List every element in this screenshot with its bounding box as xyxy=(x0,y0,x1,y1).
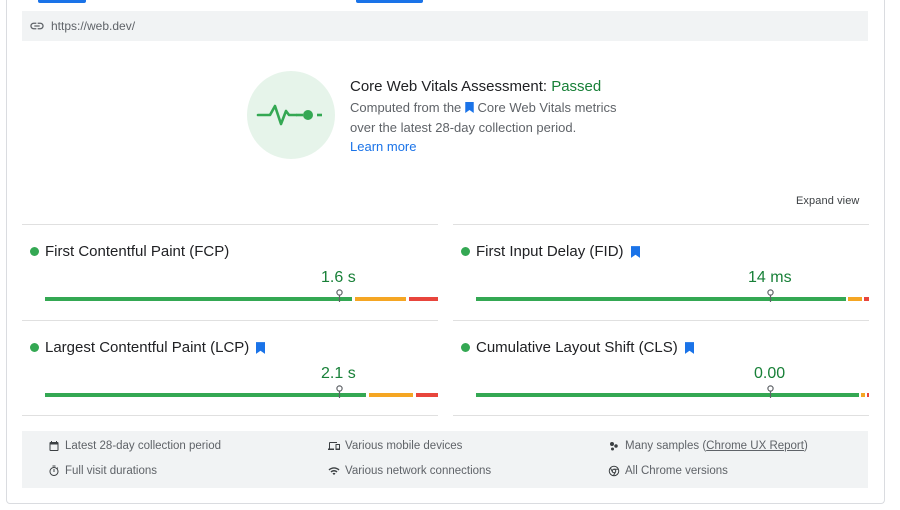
footer-devices: Various mobile devices xyxy=(328,440,462,452)
percentile-marker-icon xyxy=(336,289,343,302)
metric-distribution-bar xyxy=(476,289,869,302)
poor-segment xyxy=(864,297,869,301)
metric-value: 14 ms xyxy=(748,269,792,286)
good-status-dot xyxy=(30,343,39,352)
active-tab-indicator[interactable] xyxy=(38,0,86,3)
footer-period: Latest 28-day collection period xyxy=(48,440,221,452)
metric-value: 0.00 xyxy=(754,365,786,382)
metric-cls[interactable]: Cumulative Layout Shift (CLS) 0.00 xyxy=(453,320,869,416)
metric-name: First Contentful Paint (FCP) xyxy=(45,243,230,260)
footer-devices-label: Various mobile devices xyxy=(345,440,463,452)
footer-durations: Full visit durations xyxy=(48,465,157,477)
good-segment xyxy=(45,393,366,397)
percentile-marker-icon xyxy=(767,385,774,398)
footer-samples: Many samples (Chrome UX Report) xyxy=(608,440,808,452)
good-segment xyxy=(45,297,352,301)
footer-network-label: Various network connections xyxy=(345,465,492,477)
core-web-vital-bookmark-icon xyxy=(256,341,266,354)
metric-distribution-bar xyxy=(45,385,438,398)
good-status-dot xyxy=(461,247,470,256)
good-segment xyxy=(476,393,859,397)
assessment-desc-part1: Computed from the xyxy=(350,100,462,115)
assessment-title: Core Web Vitals Assessment: Passed xyxy=(350,78,770,96)
good-segment xyxy=(476,297,846,301)
core-web-vital-bookmark-icon xyxy=(630,245,640,258)
report-card xyxy=(6,0,885,504)
tab-indicator[interactable] xyxy=(356,0,423,3)
metric-name: Largest Contentful Paint (LCP) xyxy=(45,339,250,356)
bookmark-icon xyxy=(465,102,474,113)
assessment-desc-part2: Core Web Vitals metrics xyxy=(477,100,617,115)
divider xyxy=(22,415,438,416)
expand-view-button[interactable]: Expand view xyxy=(796,195,860,207)
data-source-footer: Latest 28-day collection period Various … xyxy=(22,431,868,488)
poor-segment xyxy=(416,393,438,397)
metric-distribution-bar xyxy=(476,385,869,398)
footer-period-label: Latest 28-day collection period xyxy=(65,440,221,452)
poor-segment xyxy=(409,297,438,301)
divider xyxy=(453,415,869,416)
good-status-dot xyxy=(30,247,39,256)
metric-fid[interactable]: First Input Delay (FID) 14 ms xyxy=(453,224,869,320)
needs-improvement-segment xyxy=(369,393,413,397)
metric-name: Cumulative Layout Shift (CLS) xyxy=(476,339,678,356)
core-web-vital-bookmark-icon xyxy=(684,341,694,354)
needs-improvement-segment xyxy=(355,297,406,301)
url-bar: https://web.dev/ xyxy=(22,11,868,41)
calendar-icon xyxy=(49,441,59,451)
needs-improvement-segment xyxy=(861,393,865,397)
percentile-marker-icon xyxy=(336,385,343,398)
good-status-dot xyxy=(461,343,470,352)
poor-segment xyxy=(867,393,869,397)
metric-name: First Input Delay (FID) xyxy=(476,243,624,260)
metric-lcp[interactable]: Largest Contentful Paint (LCP) 2.1 s xyxy=(22,320,438,416)
assessment-desc-line2: over the latest 28-day collection period… xyxy=(350,120,577,135)
assessment-summary: Core Web Vitals Assessment: Passed Compu… xyxy=(350,78,770,157)
footer-durations-label: Full visit durations xyxy=(65,465,158,477)
metric-value: 1.6 s xyxy=(321,269,356,286)
learn-more-link[interactable]: Learn more xyxy=(350,139,417,154)
wifi-icon xyxy=(328,467,340,475)
assessment-description: Computed from the Core Web Vitals metric… xyxy=(350,98,770,138)
footer-samples-prefix: Many samples ( xyxy=(625,440,707,452)
devices-icon xyxy=(328,442,340,450)
samples-icon xyxy=(610,442,618,451)
metric-fcp[interactable]: First Contentful Paint (FCP) 1.6 s xyxy=(22,224,438,320)
metric-value: 2.1 s xyxy=(321,365,356,382)
percentile-marker-icon xyxy=(767,289,774,302)
footer-samples-suffix: ) xyxy=(803,440,808,452)
link-icon xyxy=(30,22,44,30)
footer-versions-label: All Chrome versions xyxy=(625,465,728,477)
footer-network: Various network connections xyxy=(328,465,491,477)
vitals-pulse-icon xyxy=(247,71,335,159)
assessment-status: Passed xyxy=(551,78,602,95)
chrome-ux-report-link[interactable]: Chrome UX Report xyxy=(706,440,804,452)
tested-url: https://web.dev/ xyxy=(51,19,136,33)
metric-distribution-bar xyxy=(45,289,438,302)
needs-improvement-segment xyxy=(848,297,862,301)
timer-icon xyxy=(49,465,59,476)
chrome-icon xyxy=(608,465,620,477)
assessment-title-label: Core Web Vitals Assessment: xyxy=(350,78,552,95)
footer-versions: All Chrome versions xyxy=(608,465,728,477)
